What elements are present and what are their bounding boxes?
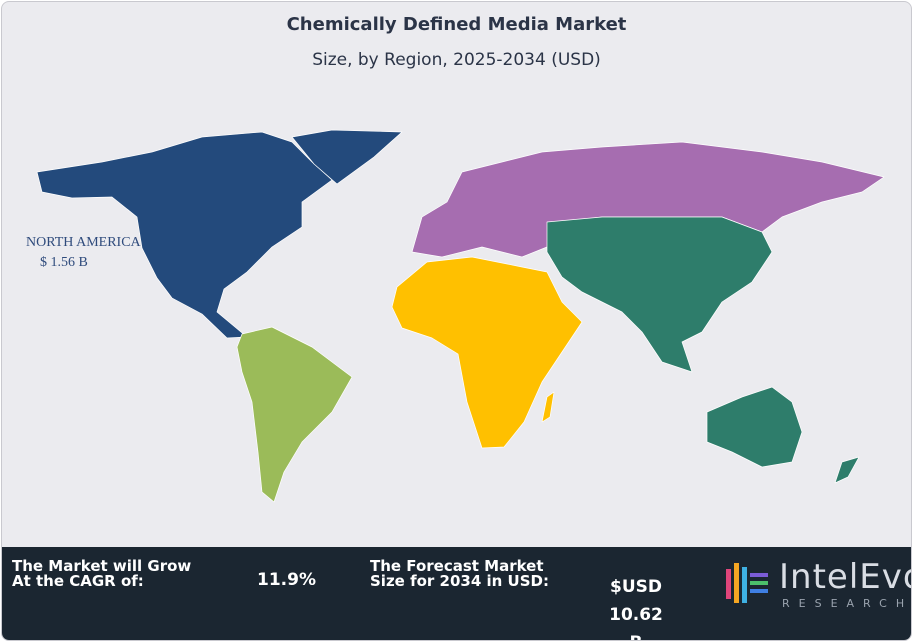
footer: The Market will Grow At the CAGR of: 11.9… bbox=[2, 547, 911, 640]
cagr-label-line: The Market will Grow bbox=[12, 557, 192, 575]
cagr-value: 11.9% bbox=[257, 570, 316, 590]
north-america bbox=[36, 131, 333, 339]
south-america bbox=[236, 326, 353, 503]
region-value: $ 1.56 B bbox=[40, 255, 88, 270]
title: Chemically Defined Media Market bbox=[286, 14, 627, 35]
forecast-label-line: Size for 2034 in USD: bbox=[370, 572, 549, 590]
australia bbox=[706, 386, 803, 468]
cagr-label-line: At the CAGR of: bbox=[12, 572, 144, 590]
subtitle: Size, by Region, 2025-2034 (USD) bbox=[312, 50, 601, 70]
logo-tagline: RESEARCH bbox=[782, 597, 912, 610]
forecast-value-line: B bbox=[586, 629, 686, 640]
forecast-label: The Forecast Market Size for 2034 in USD: bbox=[370, 559, 549, 589]
asia bbox=[546, 216, 773, 373]
cagr-label: The Market will Grow At the CAGR of: bbox=[12, 559, 191, 589]
world-map: NORTH AMERICA $ 1.56 B bbox=[26, 129, 885, 503]
logo-name: IntelEvo bbox=[779, 557, 912, 597]
forecast-value: $USD 10.62 B bbox=[586, 573, 686, 640]
forecast-label-line: The Forecast Market bbox=[370, 557, 544, 575]
logo-icon bbox=[726, 563, 768, 603]
new-zealand bbox=[834, 456, 860, 484]
europe-russia bbox=[411, 141, 885, 258]
africa bbox=[391, 256, 583, 449]
greenland bbox=[291, 129, 403, 185]
forecast-value-line: $USD 10.62 bbox=[609, 577, 663, 625]
madagascar bbox=[541, 391, 555, 423]
region-label: NORTH AMERICA bbox=[26, 235, 142, 250]
